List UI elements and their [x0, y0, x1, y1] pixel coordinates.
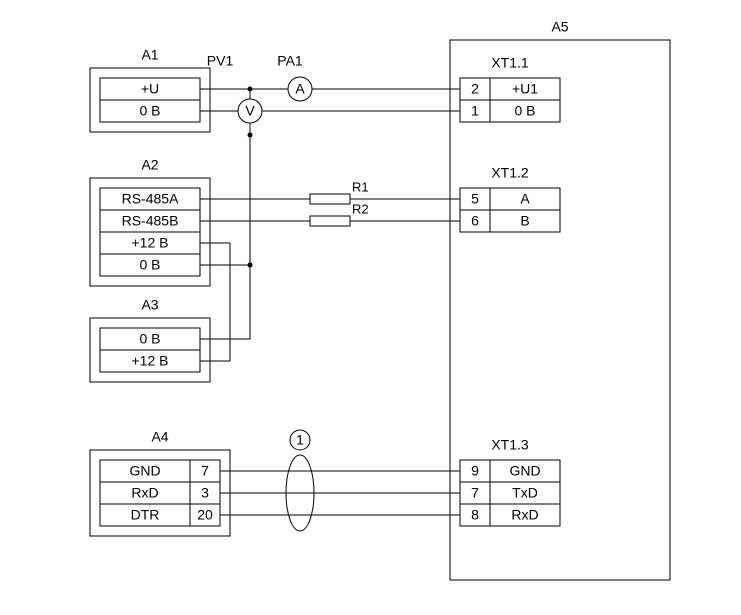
- cell-text: 7: [471, 485, 479, 501]
- block-label: XT1.3: [491, 437, 529, 453]
- resistor-R1: [310, 194, 350, 204]
- block-label: A5: [551, 19, 568, 35]
- cell-text: TxD: [512, 485, 538, 501]
- cell-text: A: [520, 191, 530, 207]
- cell-text: 8: [471, 507, 479, 523]
- cell-text: 3: [201, 485, 209, 501]
- cell-text: B: [520, 213, 529, 229]
- cell-text: 1: [471, 103, 479, 119]
- svg-text:V: V: [245, 103, 255, 119]
- block-label: XT1.2: [491, 165, 529, 181]
- resistor-label: R1: [352, 179, 369, 194]
- cell-text: +12 B: [132, 235, 169, 251]
- meter-label: PA1: [277, 53, 303, 69]
- cell-text: 6: [471, 213, 479, 229]
- cell-text: 5: [471, 191, 479, 207]
- shield-label: 1: [296, 432, 304, 448]
- block-label: A1: [141, 47, 158, 63]
- cell-text: DTR: [131, 507, 160, 523]
- block-label: XT1.1: [491, 55, 529, 71]
- cell-text: +U1: [512, 81, 538, 97]
- cell-text: RxD: [131, 485, 158, 501]
- block-label: A3: [141, 297, 158, 313]
- block-label: A4: [151, 429, 168, 445]
- svg-text:A: A: [295, 81, 305, 97]
- cell-text: 0 B: [139, 103, 160, 119]
- cell-text: 2: [471, 81, 479, 97]
- cell-text: GND: [129, 463, 160, 479]
- cell-text: GND: [509, 463, 540, 479]
- resistor-label: R2: [352, 201, 369, 216]
- meter-label: PV1: [207, 53, 234, 69]
- cell-text: +U: [141, 81, 159, 97]
- resistor-R2: [310, 216, 350, 226]
- cell-text: +12 B: [132, 353, 169, 369]
- cell-text: 9: [471, 463, 479, 479]
- cell-text: 0 B: [139, 331, 160, 347]
- cell-text: 0 B: [514, 103, 535, 119]
- block-label: A2: [141, 157, 158, 173]
- cell-text: 20: [197, 507, 213, 523]
- cell-text: 0 B: [139, 257, 160, 273]
- cell-text: RS-485A: [122, 191, 179, 207]
- cell-text: RxD: [511, 507, 538, 523]
- wiring-diagram: A5A1+U0 BA2RS-485ARS-485B+12 B0 BA30 B+1…: [0, 0, 741, 615]
- cell-text: RS-485B: [122, 213, 179, 229]
- cell-text: 7: [201, 463, 209, 479]
